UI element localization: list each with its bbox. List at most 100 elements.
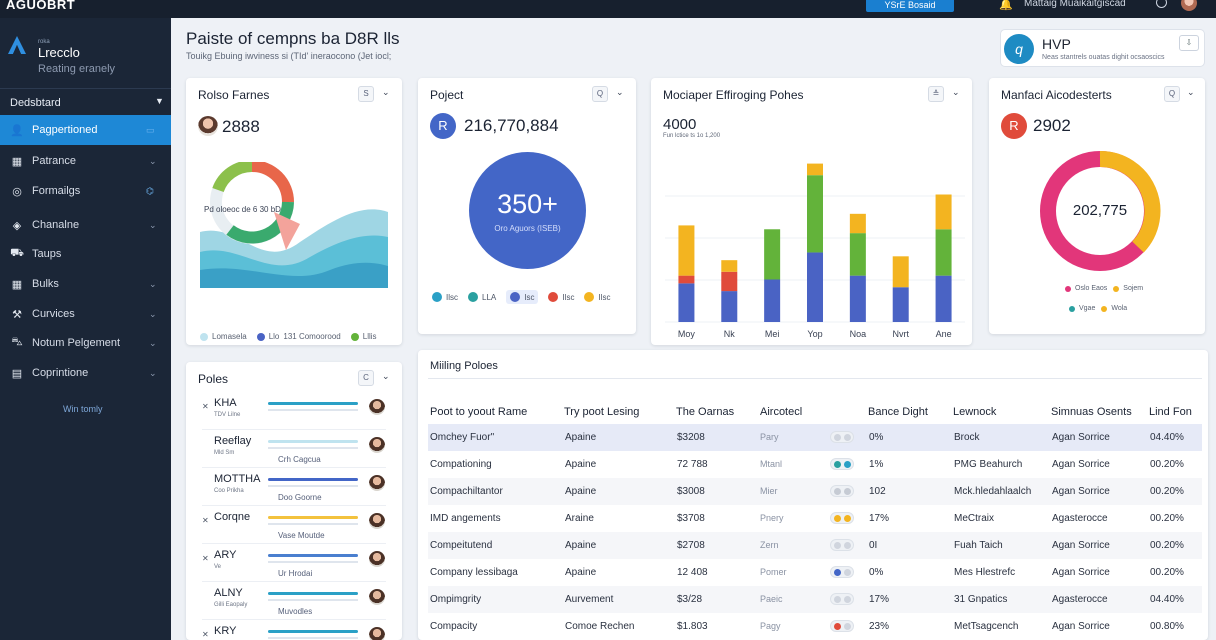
- bar-segment[interactable]: [935, 229, 952, 276]
- sidebar-item-notum-pelgement[interactable]: ⛍ Notum Pelgement ⌄: [0, 328, 171, 358]
- bar-segment[interactable]: [807, 175, 823, 253]
- list-item[interactable]: ✕KRYComonic: [186, 620, 402, 640]
- toggle-switch[interactable]: [830, 485, 854, 497]
- bar-segment[interactable]: [764, 229, 781, 280]
- column-header[interactable]: Simnuas Osents: [1051, 406, 1132, 418]
- bar-segment[interactable]: [721, 260, 738, 272]
- column-header[interactable]: Poot to yoout Rame: [430, 406, 528, 418]
- list-item[interactable]: ✕ ARY Ve Ur Hrodai: [186, 544, 402, 582]
- search-button[interactable]: Q: [592, 86, 608, 102]
- list-item[interactable]: ALNY Gilli Eaopaly Muvodles: [186, 582, 402, 620]
- bar-segment[interactable]: [935, 194, 952, 230]
- bar-segment[interactable]: [892, 287, 909, 322]
- list-item[interactable]: Reeflay Mld Sm Crh Cagcua: [186, 430, 402, 468]
- toggle-switch[interactable]: [830, 458, 854, 470]
- sidebar-item-chanalne[interactable]: ◈ Chanalne ⌄: [0, 210, 171, 240]
- bar-segment[interactable]: [807, 163, 823, 176]
- sidebar-item-taups[interactable]: ⛟ Taups: [0, 239, 171, 269]
- table-row[interactable]: Compachiltantor Apaine $3008 Mier 102 Mck.hle…: [428, 478, 1202, 505]
- chevron-down-icon[interactable]: ⌄: [382, 371, 390, 381]
- column-header[interactable]: The Oarnas: [676, 406, 735, 418]
- chevron-down-icon[interactable]: ⌄: [149, 367, 157, 378]
- table-row[interactable]: Compacity Comoe Rechen $1.803 Pagy 23% MetTsa…: [428, 613, 1202, 640]
- refresh-button[interactable]: C: [358, 370, 374, 386]
- chevron-down-icon[interactable]: ⌄: [149, 337, 157, 348]
- list-item[interactable]: ✕ Corqne Vase Moutde: [186, 506, 402, 544]
- legend-item[interactable]: Isc: [506, 290, 539, 304]
- legend-item[interactable]: LLA: [468, 292, 496, 302]
- avatar[interactable]: [369, 551, 385, 567]
- list-item[interactable]: MOTTHA Coo Prikha Doo Goorne: [186, 468, 402, 506]
- chevron-down-icon[interactable]: ⌄: [952, 87, 960, 97]
- column-header[interactable]: Try poot Lesing: [564, 406, 640, 418]
- badge-icon[interactable]: ▭: [146, 124, 155, 135]
- avatar[interactable]: [369, 475, 385, 491]
- table-row[interactable]: Compationing Apaine 72 788 Mtanl 1% PMG Beahu…: [428, 451, 1202, 478]
- hvp-card[interactable]: q HVP Neas stantrels ouatas dighit ocsao…: [1000, 29, 1205, 67]
- avatar[interactable]: [369, 437, 385, 453]
- toggle-switch[interactable]: [830, 539, 854, 551]
- table-row[interactable]: Compeitutend Apaine $2708 Zern 0I Fuah Taich A…: [428, 532, 1202, 559]
- chevron-down-icon[interactable]: ⌄: [616, 87, 624, 97]
- bar-segment[interactable]: [935, 275, 952, 322]
- list-item[interactable]: ✕ KHA TDV Lilne: [186, 392, 402, 430]
- sidebar-item-curvices[interactable]: ⚒ Curvices ⌄: [0, 299, 171, 329]
- sidebar-item-patrance[interactable]: ▦ Patrance ⌄: [0, 146, 171, 176]
- toggle-switch[interactable]: [830, 593, 854, 605]
- avatar[interactable]: [369, 627, 385, 640]
- sidebar-item-bulks[interactable]: ▦ Bulks ⌄: [0, 269, 171, 299]
- table-row[interactable]: Company lessibaga Apaine 12 408 Pomer 0% Mes …: [428, 559, 1202, 586]
- column-header[interactable]: Lind Fon: [1149, 406, 1192, 418]
- table-row[interactable]: Omchey Fuor" Apaine $3208 Pary 0% Brock Agan S…: [428, 424, 1202, 451]
- bar-segment[interactable]: [721, 271, 738, 292]
- bar-segment[interactable]: [764, 279, 781, 323]
- sidebar-item-formailgs[interactable]: ◎ Formailgs ⌬: [0, 176, 171, 206]
- bar-segment[interactable]: [849, 213, 866, 234]
- help-icon[interactable]: [1156, 0, 1167, 8]
- download-button[interactable]: ⇩: [1179, 35, 1199, 51]
- avatar[interactable]: [369, 513, 385, 529]
- bar-segment[interactable]: [721, 291, 738, 322]
- toggle-switch[interactable]: [830, 620, 854, 632]
- avatar[interactable]: [1181, 0, 1197, 11]
- toggle-switch[interactable]: [830, 512, 854, 524]
- sidebar-section-title[interactable]: Dedsbtard: [10, 97, 61, 109]
- close-icon[interactable]: ✕: [202, 630, 209, 639]
- close-icon[interactable]: ✕: [202, 402, 209, 411]
- toggle-switch[interactable]: [830, 566, 854, 578]
- sidebar-item-coprintione[interactable]: ▤ Coprintione ⌄: [0, 358, 171, 388]
- sidebar-item-pagpertioned[interactable]: 👤 Pagpertioned ▭: [0, 115, 171, 145]
- bar-segment[interactable]: [678, 275, 695, 284]
- table-row[interactable]: IMD angements Araine $3708 Pnery 17% MeCtraix…: [428, 505, 1202, 532]
- legend-item[interactable]: Ilsc: [584, 292, 610, 302]
- legend-item[interactable]: Ilsc: [432, 292, 458, 302]
- chevron-down-icon[interactable]: ⌄: [149, 278, 157, 289]
- column-header[interactable]: Bance Dight: [868, 406, 928, 418]
- chevron-down-icon[interactable]: ⌄: [149, 155, 157, 166]
- chevron-down-icon[interactable]: ⌄: [149, 219, 157, 230]
- avatar[interactable]: [369, 399, 385, 415]
- bar-segment[interactable]: [678, 283, 695, 322]
- chevron-down-icon[interactable]: ⌄: [1187, 87, 1195, 97]
- search-button[interactable]: Q: [1164, 86, 1180, 102]
- chevron-down-icon[interactable]: ⌄: [382, 87, 390, 97]
- card-action-button[interactable]: ≙: [928, 86, 944, 102]
- column-header[interactable]: Aircotecl: [760, 406, 803, 418]
- sidebar-footer-link[interactable]: Win tomly: [63, 404, 103, 414]
- avatar[interactable]: [369, 589, 385, 605]
- user-name[interactable]: Mattaig Muaikaitgiscad: [1024, 0, 1126, 9]
- bar-segment[interactable]: [849, 275, 866, 322]
- top-action-button[interactable]: YSrE Bosaid: [866, 0, 954, 12]
- bar-segment[interactable]: [807, 252, 823, 322]
- bell-icon[interactable]: 🔔: [999, 0, 1013, 11]
- table-row[interactable]: Ompimgrity Aurvement $3/28 Paeic 17% 31 Gnpat…: [428, 586, 1202, 613]
- legend-item[interactable]: Ilsc: [548, 292, 574, 302]
- column-header[interactable]: Lewnock: [953, 406, 997, 418]
- close-icon[interactable]: ✕: [202, 516, 209, 525]
- badge-icon[interactable]: ⌬: [146, 185, 154, 196]
- close-icon[interactable]: ✕: [202, 554, 209, 563]
- bar-segment[interactable]: [849, 233, 866, 276]
- bar-segment[interactable]: [892, 256, 909, 288]
- toggle-switch[interactable]: [830, 431, 854, 443]
- card-action-button[interactable]: S: [358, 86, 374, 102]
